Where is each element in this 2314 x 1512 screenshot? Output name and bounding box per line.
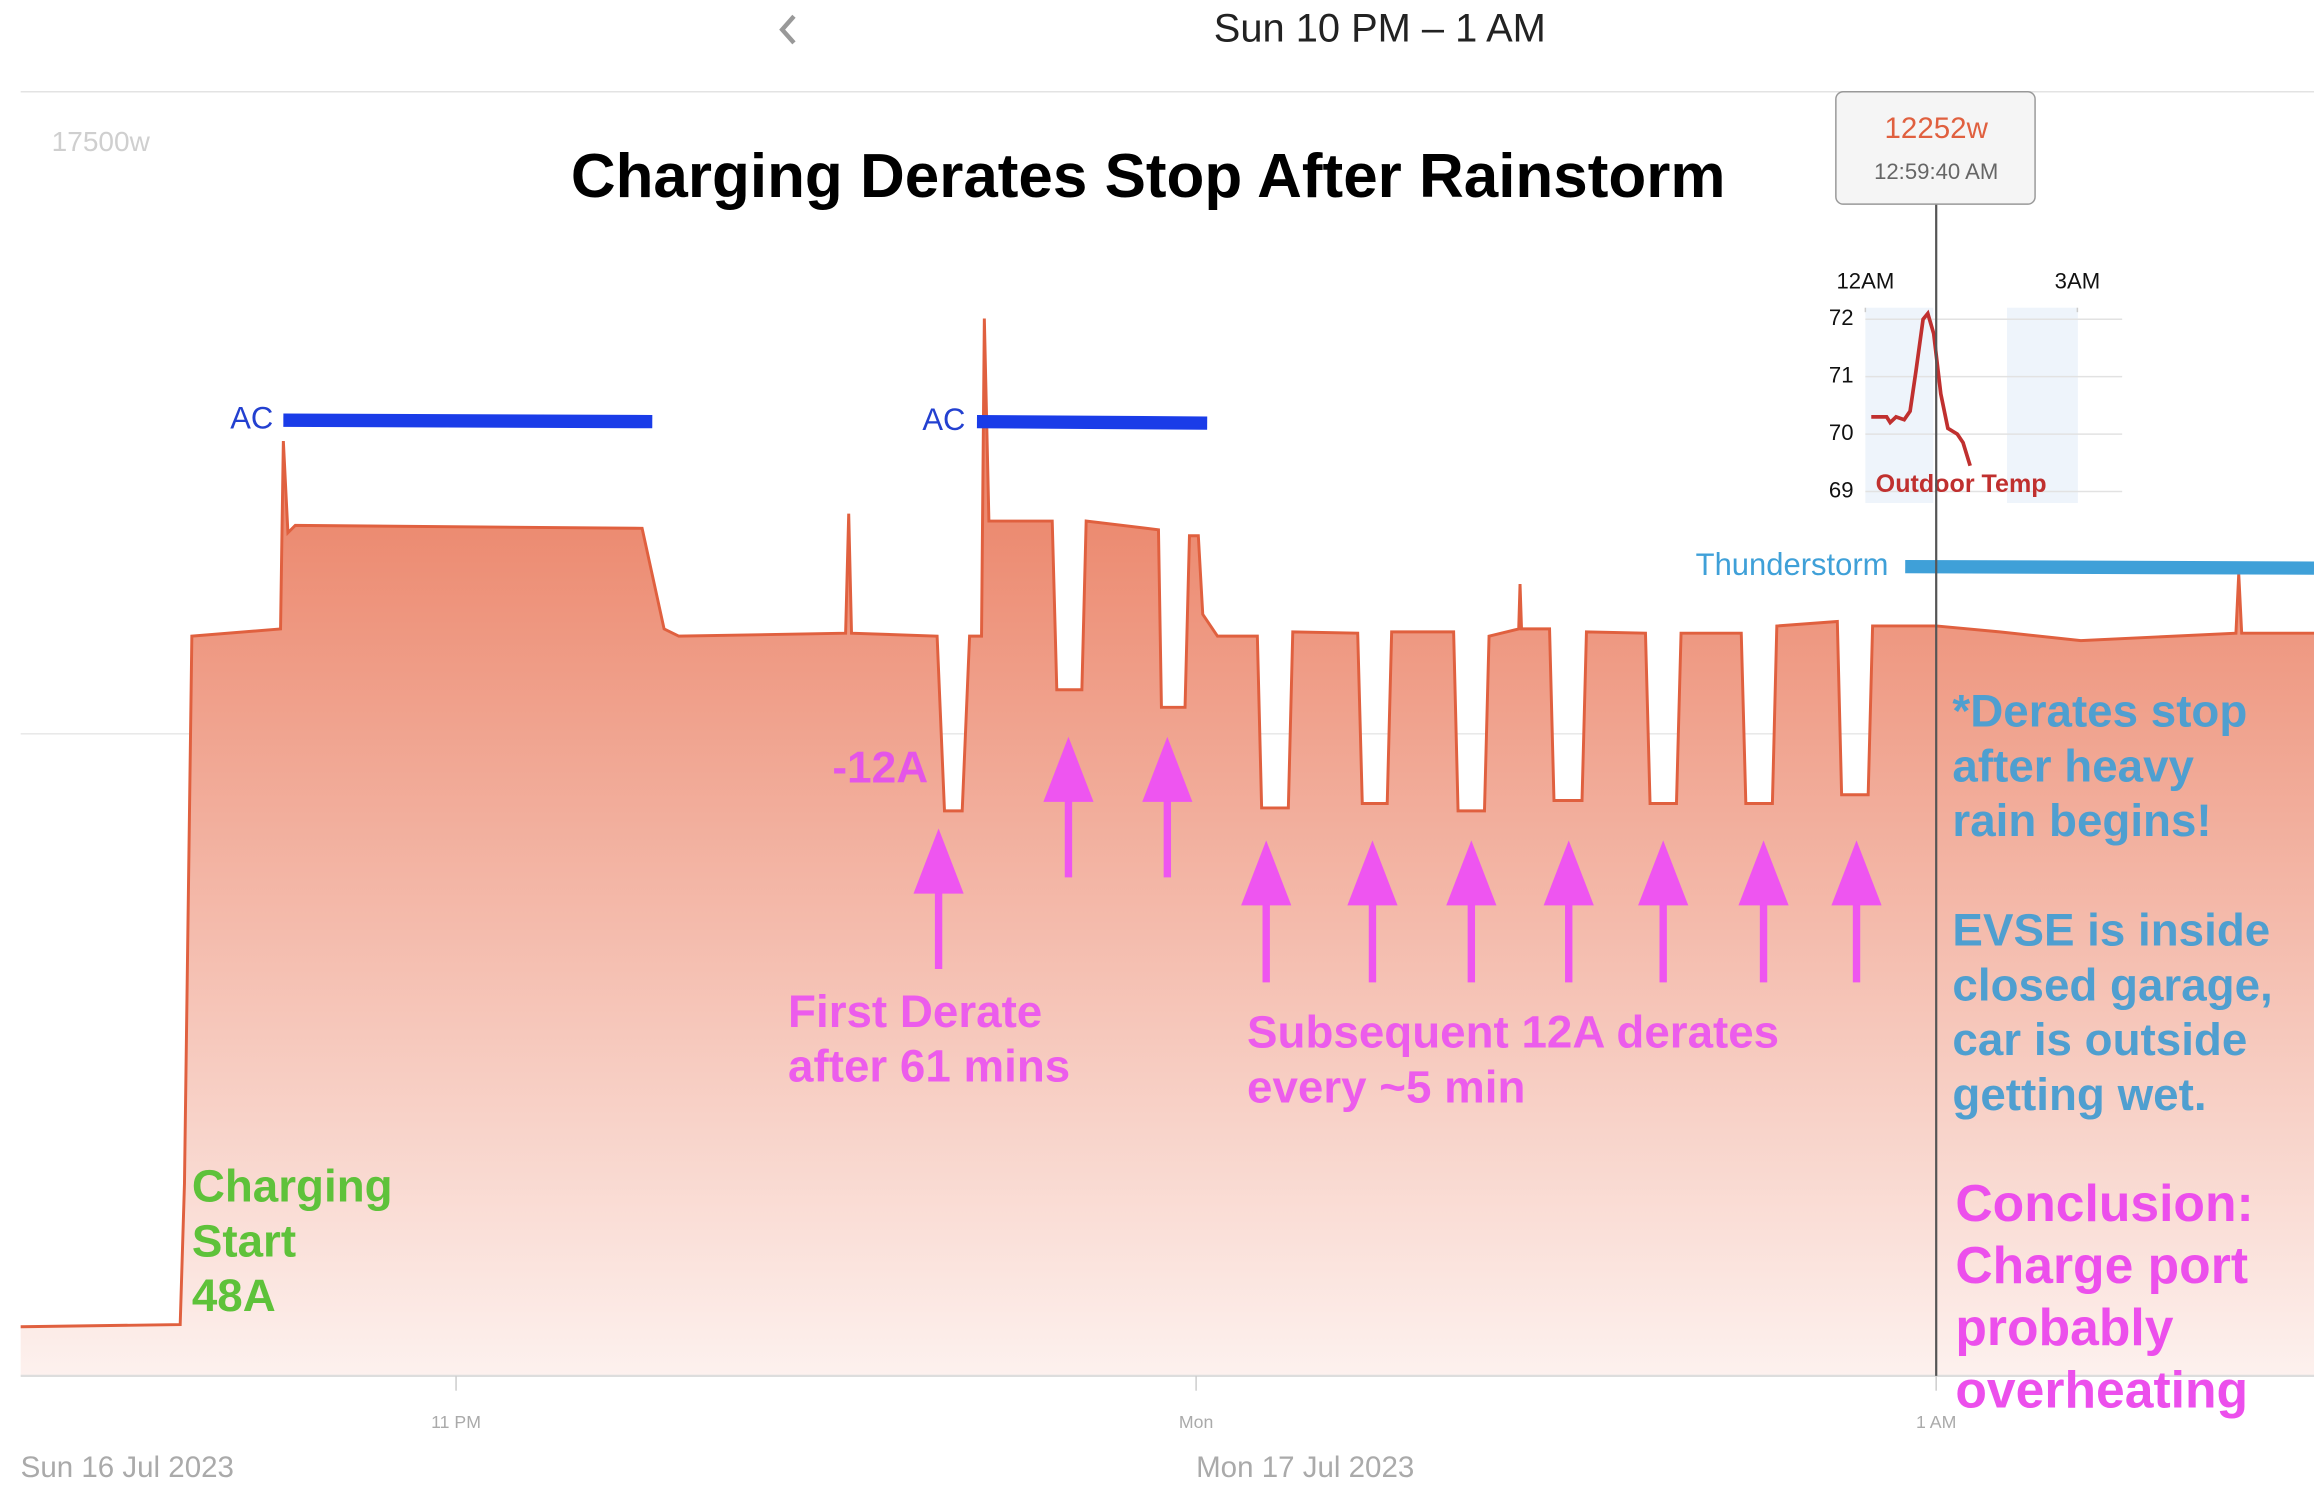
x-tick-label: Mon [1179, 1412, 1213, 1432]
temp-line [1871, 309, 1972, 467]
arrow-head [1241, 840, 1292, 906]
y-tick-label: 72 [1829, 305, 1854, 330]
line [20, 318, 2314, 1329]
span-bar [283, 413, 653, 429]
arrow-head [913, 828, 964, 894]
annotation: Subsequent 12A derates [1247, 1007, 1779, 1058]
date-label: Sun 16 Jul 2023 [21, 1451, 234, 1484]
y-tick-label: 69 [1829, 477, 1854, 502]
annotation: AC [230, 400, 273, 435]
annotation: every ~5 min [1247, 1061, 1525, 1112]
header-title: Sun 10 PM – 1 AM [1214, 7, 1546, 51]
arrow-head [1738, 840, 1789, 906]
inset-band [2007, 307, 2078, 504]
annotation: getting wet. [1952, 1069, 2206, 1120]
chart-title: Charging Derates Stop After Rainstorm [571, 142, 1726, 211]
back-button[interactable] [779, 14, 796, 45]
arrow-head [1638, 840, 1689, 906]
tooltip-box [1835, 90, 2036, 205]
y-tick-label: 70 [1829, 420, 1854, 445]
x-tick-label: 12AM [1836, 268, 1894, 293]
annotation: Conclusion: [1955, 1174, 2253, 1232]
inset-chart: 69 70 71 72 12AM 3AM Outdoor Temp [1829, 268, 2123, 504]
span-bar [1905, 559, 2314, 575]
x-tick-label: 3AM [2055, 268, 2101, 293]
series-label: Outdoor Temp [1876, 470, 2047, 498]
date-label: Mon 17 Jul 2023 [1196, 1451, 1414, 1484]
annotation: after 61 mins [788, 1041, 1070, 1092]
annotation: Charging [192, 1161, 393, 1212]
arrow-head [1142, 736, 1193, 802]
annotation: car is outside [1952, 1014, 2247, 1065]
annotation: Charge port [1955, 1236, 2248, 1294]
arrow-head [1831, 840, 1882, 906]
arrow-head [1543, 840, 1594, 906]
x-tick-label: 1 AM [1916, 1412, 1956, 1432]
x-tick-label: 11 PM [431, 1412, 481, 1432]
annotation: -12A [832, 743, 928, 792]
annotation: 48A [192, 1270, 276, 1321]
y-tick-label: 17500w [52, 126, 151, 157]
tooltip-value: 12252w [1885, 112, 1989, 145]
annotation: Start [192, 1215, 296, 1266]
span-bar [976, 414, 1208, 430]
annotation: after heavy [1952, 740, 2194, 791]
annotation: AC [922, 402, 965, 437]
annotation: probably [1955, 1298, 2173, 1356]
arrow-head [1347, 840, 1398, 906]
annotation: overheating [1955, 1360, 2248, 1418]
tooltip: 12252w 12:59:40 AM [1835, 90, 2036, 1376]
arrow-head [1043, 736, 1094, 802]
tooltip-time: 12:59:40 AM [1874, 159, 1998, 184]
annotation: *Derates stop [1952, 686, 2247, 737]
annotation: First Derate [788, 986, 1042, 1037]
annotation: closed garage, [1952, 959, 2272, 1010]
annotation: Thunderstorm [1696, 547, 1889, 582]
annotation: EVSE is inside [1952, 905, 2270, 956]
annotation: rain begins! [1952, 795, 2211, 846]
arrow-head [1446, 840, 1497, 906]
y-tick-label: 71 [1829, 362, 1854, 387]
